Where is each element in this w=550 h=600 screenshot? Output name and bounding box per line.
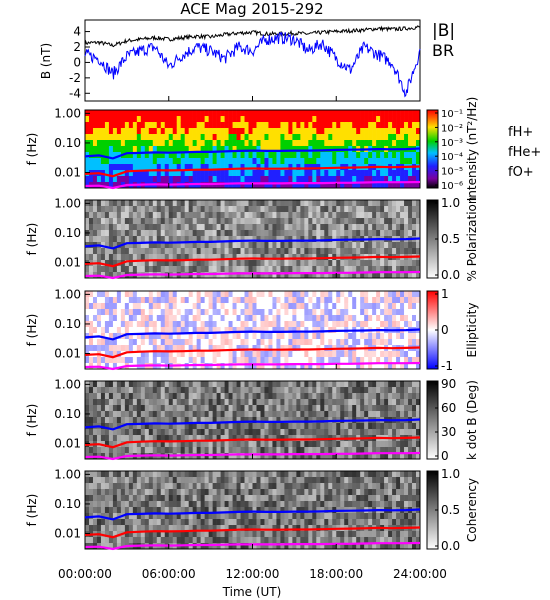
ellipticity-ylabel: f (Hz): [25, 314, 39, 347]
spectral-panels: 1.000.100.01f (Hz)10⁻¹10⁻²10⁻³10⁻⁴10⁻⁵10…: [25, 97, 479, 553]
colorbar-tick-label: 30: [441, 425, 456, 439]
x-axis-label: Time (UT): [222, 585, 282, 599]
gyro-line-fH: [84, 147, 421, 160]
polarization-ylabel: f (Hz): [25, 223, 39, 256]
ytick-label: 1.00: [54, 287, 81, 301]
gyro-line-fHe: [84, 346, 421, 359]
colorbar-tick-label: 0.0: [441, 539, 460, 553]
field-ytick-label: -2: [69, 71, 81, 85]
colorbar-tick-label: 0.5: [441, 232, 460, 246]
field-ytick-label: 0: [73, 55, 81, 69]
ytick-label: 0.10: [54, 136, 81, 150]
ytick-label: 1.00: [54, 106, 81, 120]
intensity-panel: 1.000.100.01f (Hz)10⁻¹10⁻²10⁻³10⁻⁴10⁻⁵10…: [25, 97, 479, 202]
field-panel: 420 -2-4 B (nT) |B| BR: [39, 19, 455, 102]
colorbar-tick-label: -1: [441, 359, 453, 373]
polarization-colorbar: 1.0 0.5 0.0 % Polarization: [426, 196, 479, 282]
kdotb-colorbar-label: k dot B (Deg): [465, 380, 479, 460]
ytick-label: 0.10: [54, 497, 81, 511]
ytick-label: 0.10: [54, 317, 81, 331]
gyro-legend: fH+ fHe+ fO+: [508, 125, 541, 180]
intensity-colorbar-label: Intensity (nT²/Hz): [465, 97, 479, 202]
colorbar-tick-label: 0.0: [441, 268, 460, 282]
colorbar-tick-label: 10⁻⁵: [441, 167, 463, 178]
polarization-panel: 1.00 0.10 0.01 f (Hz) 1.0 0.5 0.0 % Polarizatio…: [25, 196, 479, 282]
polarization-spectrogram: [85, 200, 421, 279]
gyro-line-fH: [84, 418, 421, 431]
gyro-line-fHe: [84, 526, 421, 539]
xtick-label: 12:00:00: [226, 567, 280, 581]
kdotb-ylabel: f (Hz): [25, 404, 39, 437]
intensity-ylabel: f (Hz): [25, 133, 39, 166]
kdotb-colorbar: 90 60 30 0 k dot B (Deg): [426, 377, 479, 463]
colorbar-tick-label: 1: [441, 287, 449, 301]
legend-fHe: fHe+: [508, 145, 541, 160]
colorbar-tick-label: 10⁻⁶: [441, 181, 463, 192]
legend-fO: fO+: [508, 165, 534, 180]
coherency-panel: 1.00 0.10 0.01 f (Hz) 1.0 0.5 0.0 Coherency: [25, 467, 479, 553]
coherency-colorbar-label: Coherency: [465, 478, 479, 542]
xtick-label: 24:00:00: [393, 567, 447, 581]
colorbar-tick-label: 1.0: [441, 467, 460, 481]
chart-title: ACE Mag 2015-292: [180, 0, 323, 18]
gyro-line-fHe: [84, 165, 421, 178]
field-ylabel: B (nT): [39, 43, 53, 79]
legend-babs: |B|: [432, 21, 455, 41]
ellipticity-panel: 1.00 0.10 0.01 f (Hz) 1 0 -1 Ellipticity: [25, 287, 479, 373]
legend-br: BR: [432, 41, 454, 60]
ytick-label: 1.00: [54, 196, 81, 210]
ytick-label: 0.01: [54, 347, 81, 361]
colorbar-tick-label: 90: [441, 377, 456, 391]
kdotb-panel: 1.00 0.10 0.01 f (Hz) 90 60 30 0 k dot B (Deg): [25, 377, 479, 463]
legend-fH: fH+: [508, 125, 533, 140]
colorbar-tick-label: 10⁻²: [441, 123, 463, 134]
field-plot-area: [84, 25, 421, 98]
ellipticity-colorbar-label: Ellipticity: [465, 303, 479, 358]
xtick-label: 00:00:00: [58, 567, 112, 581]
field-ytick-label: 2: [73, 40, 81, 54]
ytick-label: 1.00: [54, 377, 81, 391]
gyro-line-fH: [84, 508, 421, 521]
gyro-line-fH: [84, 237, 421, 250]
intensity-colorbar: 10⁻¹ 10⁻² 10⁻³ 10⁻⁴ 10⁻⁵ 10⁻⁶ Intensity (nT²/H…: [426, 97, 479, 202]
series-line-br: [84, 31, 421, 98]
colorbar-tick-label: 0: [441, 449, 449, 463]
ytick-label: 1.00: [54, 467, 81, 481]
ytick-label: 0.01: [54, 527, 81, 541]
field-y-ticks: 420 -2-4: [69, 25, 90, 100]
ytick-label: 0.10: [54, 226, 81, 240]
ytick-label: 0.01: [54, 437, 81, 451]
polarization-colorbar-label: % Polarization: [465, 197, 479, 282]
xtick-label: 18:00:00: [309, 567, 363, 581]
series-line-babs: [84, 25, 421, 48]
colorbar-tick-label: 1.0: [441, 196, 460, 210]
gyro-line-fHe: [84, 436, 421, 449]
colorbar-tick-label: 10⁻⁴: [441, 152, 463, 163]
x-axis: 00:00:00 06:00:00 12:00:00 18:00:00 24:00:00: [58, 96, 447, 581]
colorbar-tick-label: 0.5: [441, 503, 460, 517]
ytick-label: 0.01: [54, 256, 81, 270]
field-ytick-label: -4: [69, 86, 81, 100]
xtick-label: 06:00:00: [142, 567, 196, 581]
colorbar-tick-label: 60: [441, 401, 456, 415]
intensity-spectrogram: [85, 110, 421, 189]
field-ytick-label: 4: [73, 25, 81, 39]
coherency-ylabel: f (Hz): [25, 494, 39, 527]
ytick-label: 0.10: [54, 407, 81, 421]
colorbar-tick-label: 10⁻¹: [441, 109, 463, 120]
coherency-colorbar: 1.0 0.5 0.0 Coherency: [426, 467, 479, 553]
gyro-line-fH: [84, 328, 421, 341]
ellipticity-colorbar: 1 0 -1 Ellipticity: [426, 287, 479, 373]
ytick-label: 0.01: [54, 166, 81, 180]
colorbar-tick-label: 0: [441, 323, 449, 337]
gyro-line-fHe: [84, 255, 421, 268]
colorbar-tick-label: 10⁻³: [441, 138, 463, 149]
